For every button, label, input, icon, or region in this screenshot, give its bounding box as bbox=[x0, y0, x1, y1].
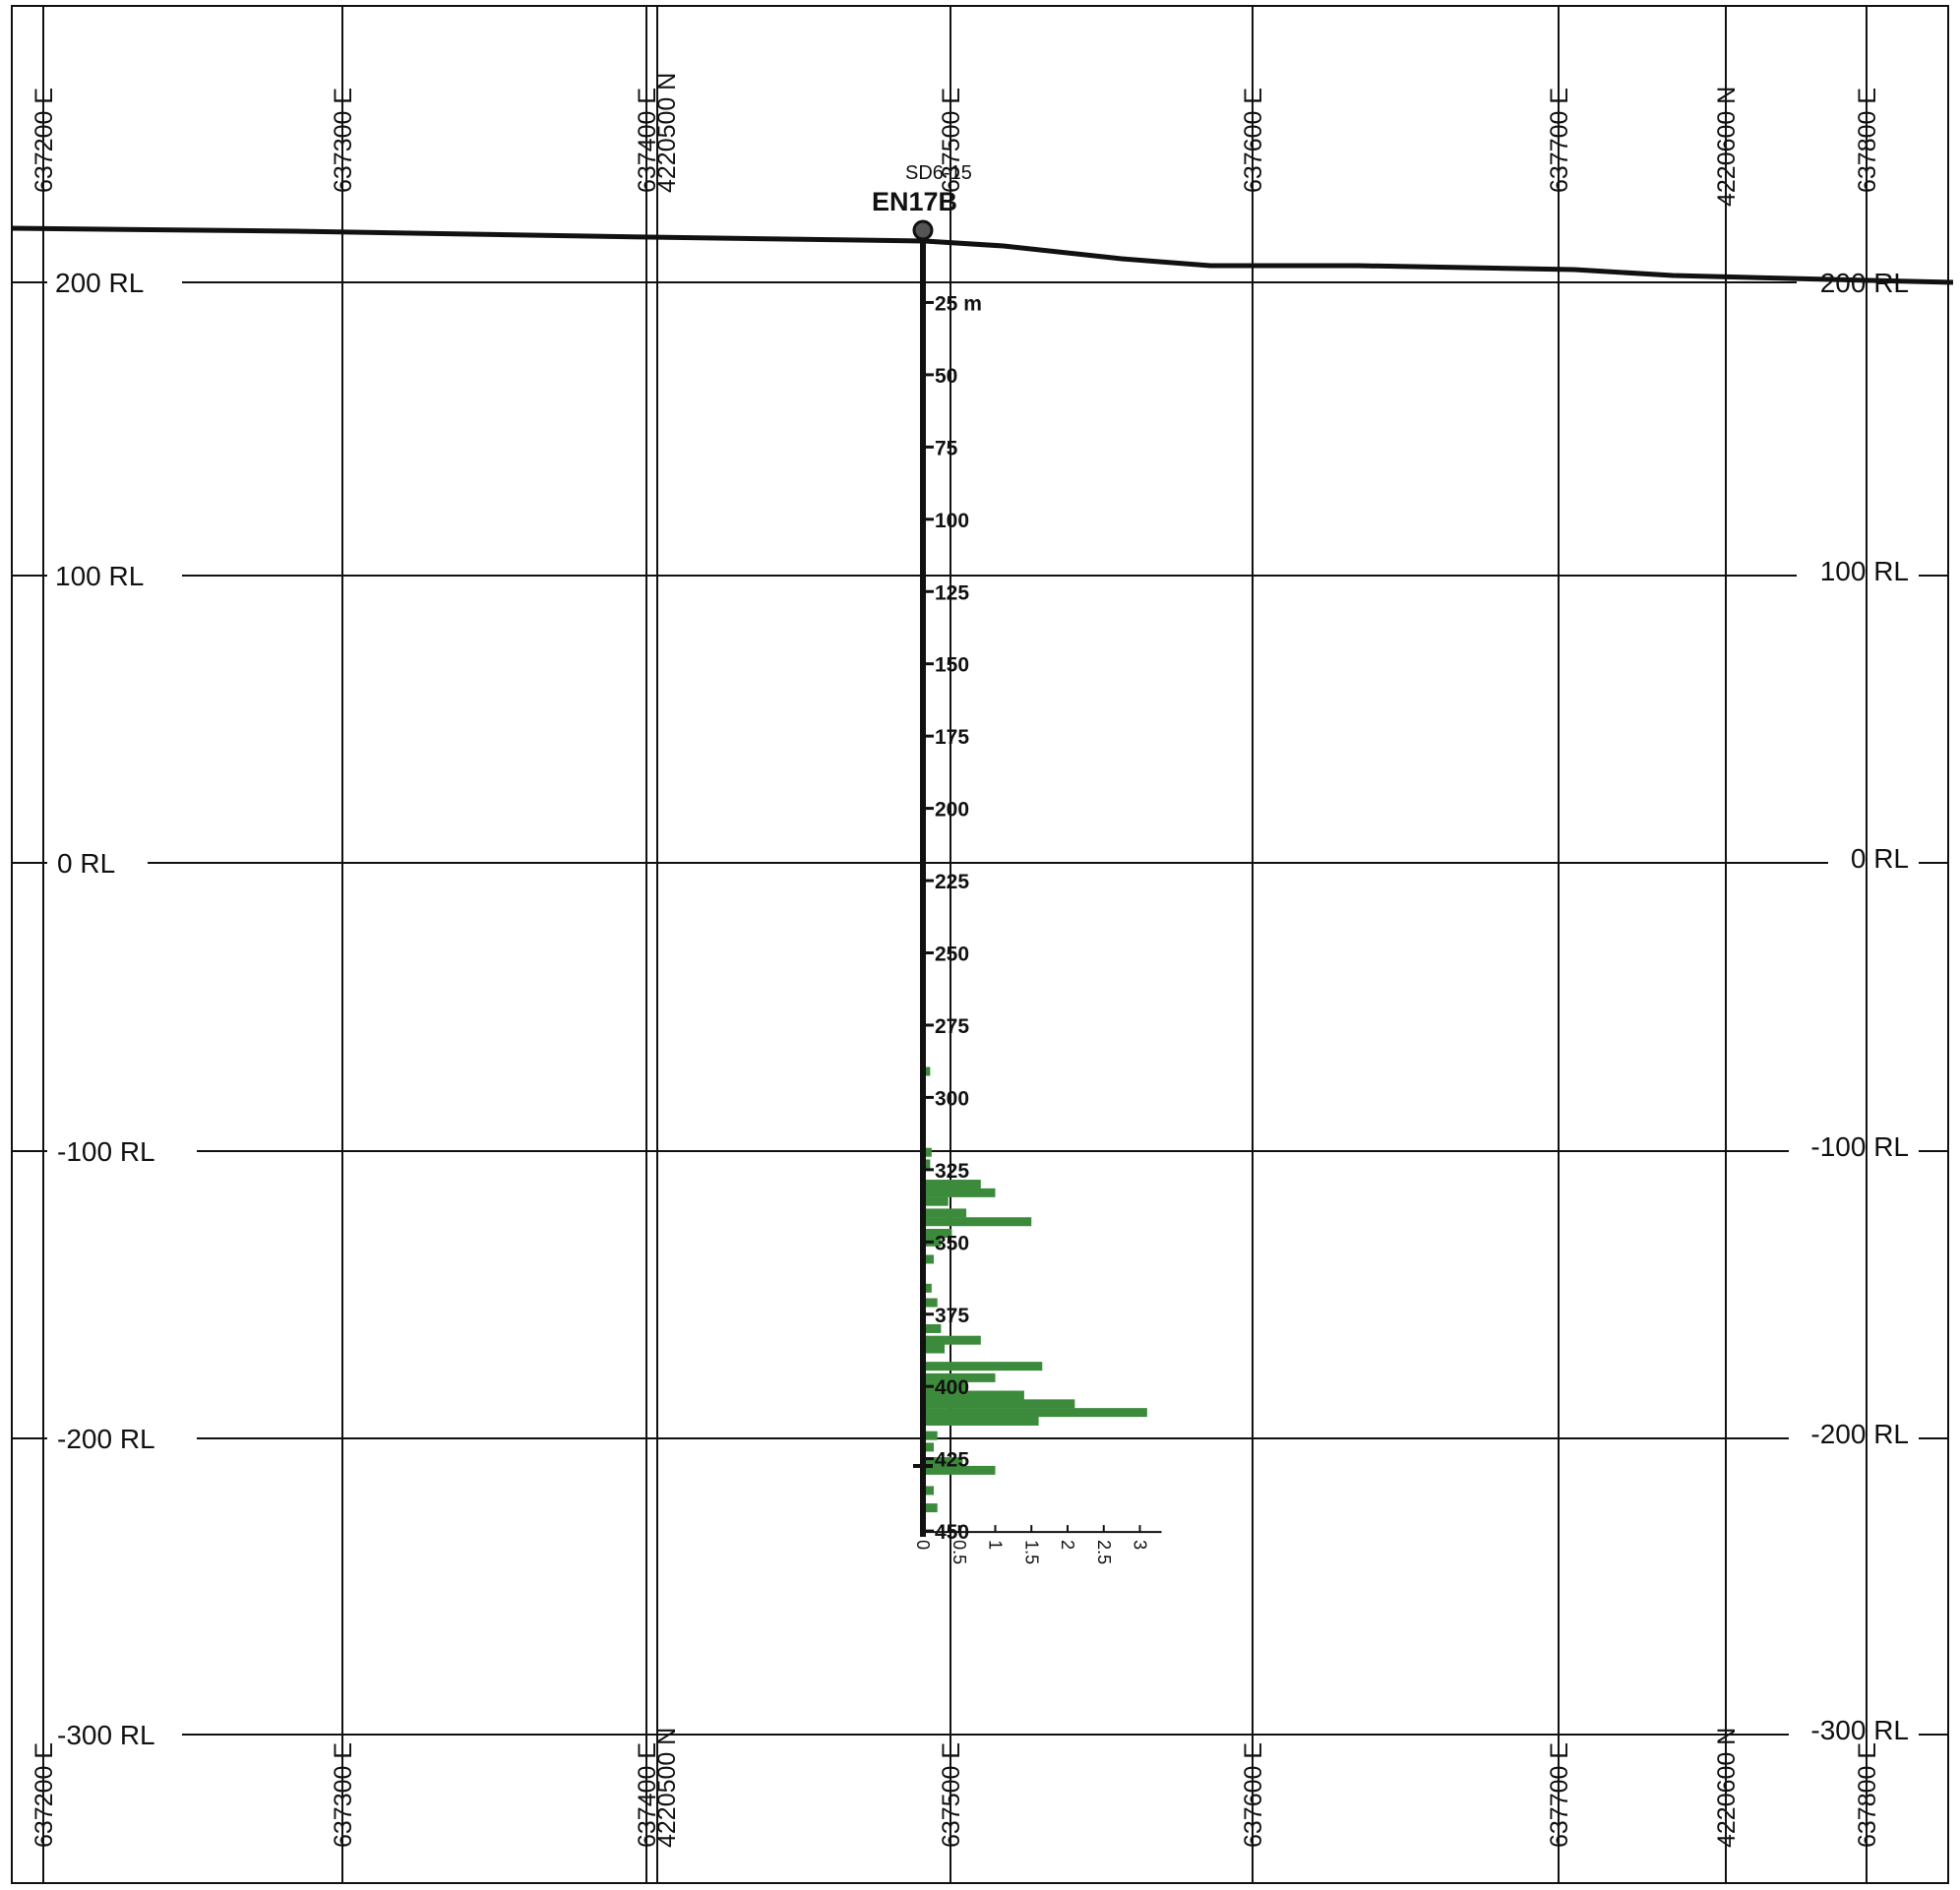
grade-bar bbox=[923, 1362, 1043, 1372]
grade-bar bbox=[923, 1503, 938, 1513]
depth-100-label: 100 bbox=[935, 510, 969, 532]
left-label-rl200: 200 RL bbox=[55, 268, 144, 298]
top-easting-labels: 637200 E 637300 E 637400 E 4220500 N 637… bbox=[31, 73, 1881, 207]
grade-bar bbox=[923, 1399, 1075, 1409]
right-label-rlm100: -100 RL bbox=[1810, 1131, 1909, 1162]
grade-bar bbox=[923, 1457, 963, 1467]
grade-bar bbox=[923, 1335, 981, 1345]
value-tick-label-3: 3 bbox=[1131, 1540, 1150, 1550]
histogram-value-axis: 0 0.5 1 1.5 2 2.5 3 bbox=[913, 1525, 1162, 1564]
grade-bar bbox=[923, 1372, 996, 1382]
depth-250-label: 250 bbox=[935, 944, 969, 966]
grade-bar bbox=[923, 1390, 1024, 1400]
left-label-rlm300: -300 RL bbox=[57, 1720, 155, 1750]
value-tick-label-0: 0 bbox=[913, 1540, 933, 1550]
depth-225-label: 225 bbox=[935, 871, 969, 893]
grade-bar bbox=[923, 1298, 938, 1308]
grade-bar bbox=[923, 1381, 967, 1391]
grade-bar bbox=[923, 1159, 931, 1169]
bottom-easting-labels: 637200 E 637300 E 637400 E 4220500 N 637… bbox=[31, 1728, 1881, 1848]
depth-125-label: 125 bbox=[935, 581, 969, 604]
value-tick-label-1: 1 bbox=[986, 1540, 1006, 1550]
grade-bar bbox=[923, 1442, 935, 1452]
grade-bar bbox=[923, 1416, 1039, 1426]
bottom-label-637500: 637500 E bbox=[938, 1742, 965, 1848]
depth-150-label: 150 bbox=[935, 654, 969, 677]
value-tick-label-1.5: 1.5 bbox=[1021, 1540, 1041, 1564]
topography-line bbox=[11, 225, 1954, 285]
bottom-label-637700: 637700 E bbox=[1546, 1742, 1573, 1848]
depth-175-label: 175 bbox=[935, 726, 969, 749]
right-label-rl0: 0 RL bbox=[1851, 843, 1909, 874]
bottom-label-4220600: 4220600 N bbox=[1713, 1728, 1741, 1848]
grade-bar bbox=[923, 1465, 996, 1475]
top-label-637400: 637400 E bbox=[634, 88, 661, 193]
depth-50-label: 50 bbox=[935, 365, 957, 388]
grade-bar bbox=[923, 1344, 946, 1354]
grade-bar bbox=[923, 1147, 932, 1157]
top-label-637600: 637600 E bbox=[1240, 88, 1267, 193]
left-label-rl100: 100 RL bbox=[55, 561, 144, 591]
plot-frame bbox=[11, 5, 1949, 1884]
grade-bar bbox=[923, 1067, 931, 1076]
top-label-637700: 637700 E bbox=[1546, 88, 1573, 193]
left-rl-labels: 200 RL 100 RL 0 RL -100 RL -200 RL -300 … bbox=[55, 268, 155, 1750]
top-label-637300: 637300 E bbox=[330, 88, 357, 193]
grade-histogram bbox=[923, 1067, 1147, 1513]
bottom-label-4220500: 4220500 N bbox=[653, 1728, 681, 1848]
collar-icon bbox=[912, 219, 934, 241]
right-label-rl100: 100 RL bbox=[1820, 556, 1909, 586]
bottom-label-637200: 637200 E bbox=[31, 1742, 58, 1848]
value-tick-label-2: 2 bbox=[1058, 1540, 1077, 1550]
top-label-4220500: 4220500 N bbox=[653, 73, 681, 193]
depth-425-label: 425 bbox=[935, 1449, 969, 1472]
depth-275-label: 275 bbox=[935, 1015, 969, 1038]
right-label-rlm200: -200 RL bbox=[1810, 1419, 1909, 1449]
depth-400-label: 400 bbox=[935, 1376, 969, 1399]
survey-label: SD6-15 bbox=[905, 162, 972, 184]
bottom-label-637400: 637400 E bbox=[634, 1742, 661, 1848]
bottom-label-637600: 637600 E bbox=[1240, 1742, 1267, 1848]
bottom-label-637800: 637800 E bbox=[1854, 1742, 1881, 1848]
top-label-4220600: 4220600 N bbox=[1713, 87, 1741, 207]
grade-bar bbox=[923, 1208, 967, 1218]
left-label-rlm100: -100 RL bbox=[57, 1136, 155, 1167]
grade-bar bbox=[923, 1283, 932, 1293]
grade-bar bbox=[923, 1254, 935, 1264]
value-tick-label-2.5: 2.5 bbox=[1094, 1540, 1114, 1564]
right-label-rlm300: -300 RL bbox=[1810, 1715, 1909, 1745]
easting-grid-lines bbox=[42, 6, 1868, 1883]
grade-bar bbox=[923, 1180, 981, 1189]
depth-200-label: 200 bbox=[935, 799, 969, 822]
grade-bar bbox=[923, 1196, 949, 1206]
right-rl-labels: 200 RL 100 RL 0 RL -100 RL -200 RL -300 … bbox=[1810, 268, 1909, 1745]
top-label-637200: 637200 E bbox=[31, 88, 58, 193]
depth-25-label: 25 m bbox=[935, 292, 982, 315]
value-tick-label-0.5: 0.5 bbox=[949, 1540, 969, 1564]
grade-bar bbox=[923, 1431, 938, 1440]
top-label-637800: 637800 E bbox=[1854, 88, 1881, 193]
grade-bar bbox=[923, 1188, 996, 1197]
rl-grid-lines bbox=[12, 281, 1948, 1736]
depth-75-label: 75 bbox=[935, 437, 958, 459]
grade-bar bbox=[923, 1228, 952, 1238]
grade-bar bbox=[923, 1323, 942, 1333]
depth-325-label: 325 bbox=[935, 1160, 969, 1183]
depth-350-label: 350 bbox=[935, 1232, 969, 1254]
top-label-637500: 637500 E bbox=[938, 88, 965, 193]
drillhole-name: EN17B bbox=[872, 187, 957, 216]
bottom-label-637300: 637300 E bbox=[330, 1742, 357, 1848]
depth-scale: 25 m 50 75 100 125 150 175 200 225 250 275 300 325 35… bbox=[923, 292, 982, 1544]
depth-375-label: 375 bbox=[935, 1305, 969, 1327]
depth-300-label: 300 bbox=[935, 1087, 969, 1110]
left-label-rl0: 0 RL bbox=[57, 848, 115, 879]
grade-bar bbox=[923, 1486, 935, 1495]
left-label-rlm200: -200 RL bbox=[57, 1424, 155, 1454]
grade-bar bbox=[923, 1217, 1032, 1227]
grade-bar bbox=[923, 1408, 1147, 1418]
